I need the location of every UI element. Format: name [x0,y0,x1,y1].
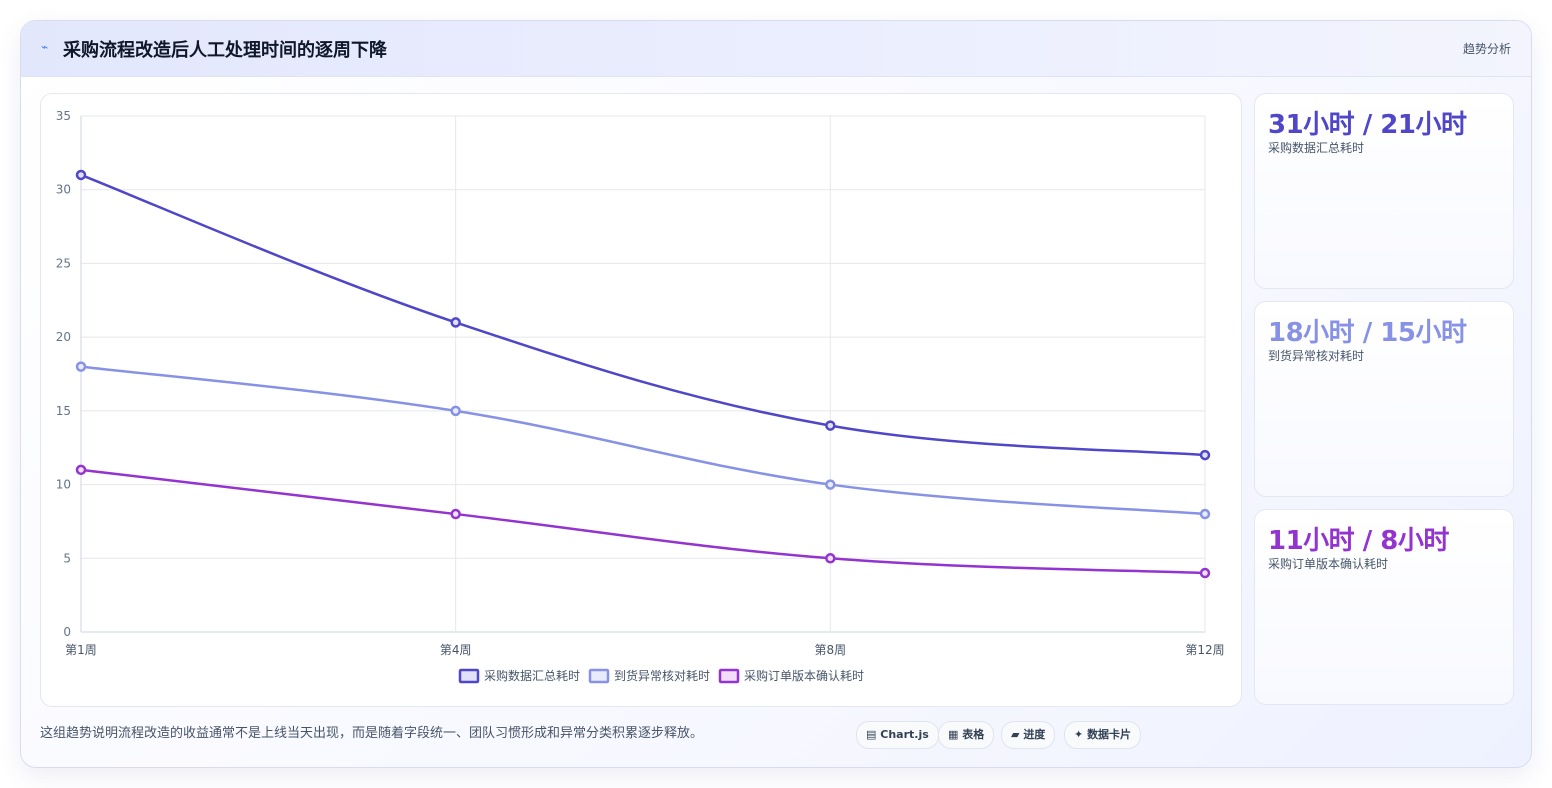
series-line-3 [80,468,1206,575]
chip-table[interactable]: ▦ 表格 [938,721,995,749]
legend-label: 采购订单版本确认耗时 [744,668,864,683]
y-tick-label: 10 [56,478,71,492]
card-header: ⌁ 采购流程改造后人工处理时间的逐周下降 趋势分析 [21,21,1531,77]
stat-value: 18小时 / 15小时 [1268,318,1467,348]
stat-card-3: 11小时 / 8小时 采购订单版本确认耗时 [1254,509,1514,705]
data-point [1199,567,1211,579]
legend-label: 采购数据汇总耗时 [484,668,580,683]
stat-label: 采购订单版本确认耗时 [1268,557,1389,571]
series-line-1 [80,173,1206,457]
y-tick-label: 25 [56,256,71,270]
chip-label: 数据卡片 [1087,728,1132,741]
y-tick-label: 5 [63,551,71,565]
stat-value: 11小时 / 8小时 [1268,526,1449,556]
data-point [450,508,461,520]
y-tick-label: 15 [56,404,71,418]
y-tick-label: 0 [63,625,71,639]
stat-card-1: 31小时 / 21小时 采购数据汇总耗时 [1254,93,1514,289]
data-point [1199,508,1211,520]
y-tick-label: 35 [56,109,71,123]
data-point [450,317,461,328]
data-point [75,361,87,372]
series-line-2 [80,365,1206,516]
y-tick-label: 20 [56,330,71,344]
chip-data-card[interactable]: ✦ 数据卡片 [1064,721,1142,749]
legend-swatch [458,668,480,684]
stat-value: 31小时 / 21小时 [1268,110,1467,140]
data-point [825,553,836,564]
x-tick-label: 第4周 [440,643,472,657]
footnote: 这组趋势说明流程改造的收益通常不是上线当天出现，而是随着字段统一、团队习惯形成和… [40,726,704,741]
data-point [75,169,87,181]
table-icon: ▦ [948,728,959,741]
line-chart-panel: 0 5 10 15 20 25 30 35 第1周 第4周 第8周 第12周采购数据汇总耗时 到货异常核… [40,93,1242,707]
sparkle-icon: ✦ [1074,728,1084,741]
stat-label: 到货异常核对耗时 [1268,349,1365,363]
chip-label: Chart.js [880,728,929,741]
data-point [1199,449,1211,461]
report-card: ⌁ 采购流程改造后人工处理时间的逐周下降 趋势分析 0 5 10 15 20 25 30 35… [20,20,1532,768]
chip-progress[interactable]: ▰ 进度 [1001,721,1056,749]
x-tick-label: 第12周 [1185,643,1224,657]
data-point [825,479,836,490]
chart-icon: ▤ [866,728,877,741]
x-tick-label: 第8周 [815,643,847,657]
x-tick-label: 第1周 [65,643,97,657]
stat-label: 采购数据汇总耗时 [1268,141,1365,155]
legend-label: 到货异常核对耗时 [614,668,710,683]
chart-icon: ⌁ [41,40,49,54]
chip-label: 进度 [1023,728,1046,741]
chip-chartjs[interactable]: ▤ Chart.js [856,721,939,749]
data-point [825,420,836,431]
data-point [450,405,461,417]
legend-swatch [718,668,740,684]
y-tick-label: 30 [56,183,71,197]
stat-card-2: 18小时 / 15小时 到货异常核对耗时 [1254,301,1514,497]
legend-swatch [588,668,610,684]
progress-icon: ▰ [1011,728,1020,741]
chip-label: 表格 [962,728,985,741]
page-title: 采购流程改造后人工处理时间的逐周下降 [63,40,387,61]
category-tag: 趋势分析 [1462,42,1511,56]
data-point [75,464,87,476]
